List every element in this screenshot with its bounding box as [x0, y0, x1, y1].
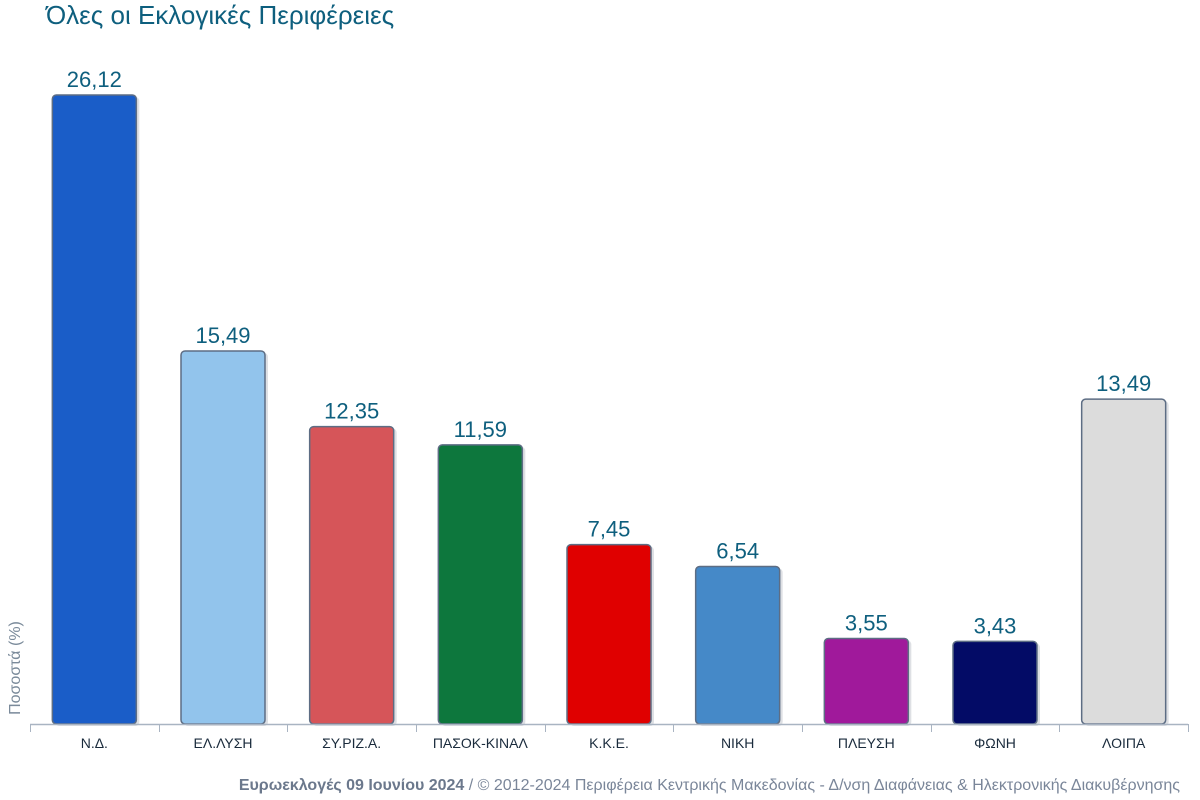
- x-axis: [30, 723, 1189, 732]
- bar: [437, 444, 524, 725]
- x-tick-label: ΕΛ.ΛΥΣΗ: [194, 735, 253, 751]
- x-tick-label: ΝΙΚΗ: [721, 735, 754, 751]
- x-tick-label: Ν.Δ.: [81, 735, 108, 751]
- footer-election-title: Ευρωεκλογές 09 Ιουνίου 2024: [238, 777, 465, 794]
- data-label: 3,43: [974, 613, 1017, 638]
- labels-layer: 26,12 Ν.Δ. 15,49 ΕΛ.ΛΥΣΗ 12,35 ΣΥ.ΡΙΖ.Α. 11,59…: [67, 67, 1151, 751]
- bar: [180, 350, 266, 725]
- bar: [823, 637, 910, 725]
- x-tick-label: Κ.Κ.Ε.: [589, 735, 629, 751]
- x-tick-label: ΦΩΝΗ: [974, 735, 1016, 751]
- bar: [308, 425, 395, 725]
- bar: [694, 565, 781, 725]
- data-label: 12,35: [324, 399, 379, 424]
- x-tick-label: ΣΥ.ΡΙΖ.Α.: [322, 735, 381, 751]
- chart-title: Όλες οι Εκλογικές Περιφέρειες: [46, 0, 395, 30]
- bars-layer: [51, 94, 1169, 726]
- x-tick-label: ΛΟΙΠΑ: [1102, 735, 1146, 751]
- x-tick-label: ΠΑΣΟΚ-ΚΙΝΑΛ: [433, 735, 529, 751]
- data-label: 3,55: [845, 611, 888, 636]
- data-label: 6,54: [716, 539, 759, 564]
- data-label: 7,45: [588, 517, 631, 542]
- data-label: 26,12: [67, 67, 122, 92]
- bar: [566, 543, 652, 725]
- bar: [952, 640, 1038, 725]
- bar: [1080, 398, 1167, 725]
- data-label: 13,49: [1096, 371, 1151, 396]
- footer: Ευρωεκλογές 09 Ιουνίου 2024 / © 2012-202…: [239, 777, 1180, 795]
- x-tick-label: ΠΛΕΥΣΗ: [838, 735, 895, 751]
- data-label: 15,49: [195, 323, 250, 348]
- footer-copyright: / © 2012-2024 Περιφέρεια Κεντρικής Μακεδ…: [464, 777, 1180, 794]
- data-label: 11,59: [454, 417, 507, 442]
- bar: [51, 94, 138, 725]
